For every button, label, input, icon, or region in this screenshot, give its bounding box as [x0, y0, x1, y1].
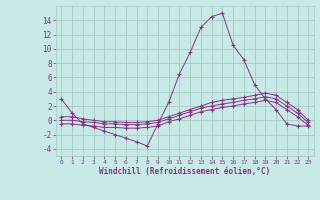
X-axis label: Windchill (Refroidissement éolien,°C): Windchill (Refroidissement éolien,°C) [99, 167, 270, 176]
